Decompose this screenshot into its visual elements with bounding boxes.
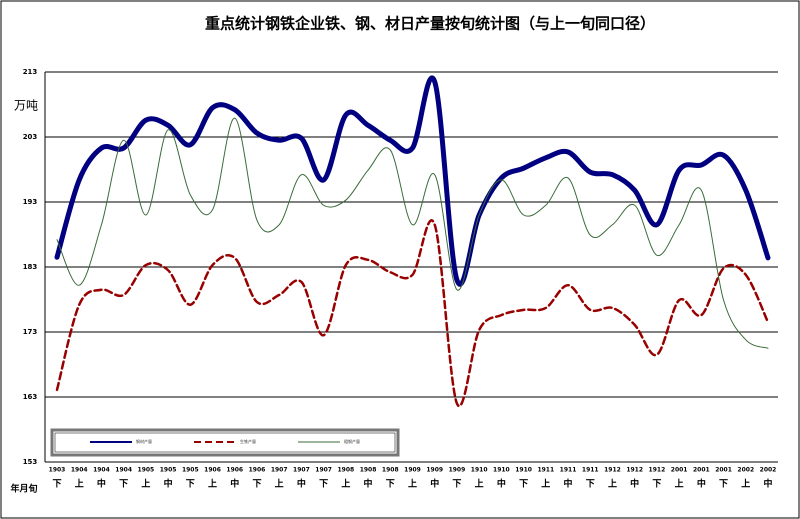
- x-tick-label: 1912: [626, 467, 643, 474]
- x-tick-label: 上: [275, 478, 284, 490]
- y-tick-label: 183: [23, 263, 38, 271]
- x-tick-label: 1909: [449, 467, 466, 474]
- x-tick-label: 1908: [337, 467, 354, 474]
- x-tick-label: 2002: [737, 467, 754, 474]
- x-tick-label: 上: [675, 478, 684, 490]
- x-tick-label: 1909: [426, 467, 443, 474]
- x-tick-label: 中: [164, 478, 173, 490]
- x-tick-label: 1912: [649, 467, 666, 474]
- x-tick-label: 中: [564, 478, 573, 490]
- x-tick-label: 1905: [182, 467, 199, 474]
- legend-label: 生铁产量: [240, 438, 256, 444]
- x-tick-label: 1910: [515, 467, 532, 474]
- x-tick-label: 1906: [249, 467, 266, 474]
- x-tick-label: 1911: [582, 467, 599, 474]
- x-tick-label: 上: [608, 478, 617, 490]
- series-line: [56, 117, 769, 349]
- x-tick-label: 1911: [560, 467, 577, 474]
- x-tick-label: 上: [475, 478, 484, 490]
- x-tick-label: 下: [252, 479, 261, 490]
- x-tick-label: 中: [763, 478, 772, 490]
- y-tick-label: 213: [23, 68, 38, 76]
- x-tick-label: 下: [586, 479, 595, 490]
- series-line: [55, 219, 770, 408]
- x-tick-label: 下: [186, 479, 195, 490]
- x-tick-label: 1905: [160, 467, 177, 474]
- x-tick-label: 2002: [760, 467, 777, 474]
- x-tick-label: 中: [430, 478, 439, 490]
- x-tick-label: 上: [408, 478, 417, 490]
- x-tick-label: 下: [452, 479, 461, 490]
- x-tick-label: 中: [97, 478, 106, 490]
- x-tick-label: 1906: [226, 467, 243, 474]
- x-tick-label: 1910: [471, 467, 488, 474]
- x-tick-label: 1904: [115, 467, 132, 474]
- x-tick-label: 下: [119, 479, 128, 490]
- x-tick-label: 1905: [138, 467, 155, 474]
- x-axis-label: 年月旬: [10, 483, 37, 495]
- x-tick-label: 1904: [93, 467, 110, 474]
- legend-label: 粗钢产量: [344, 438, 360, 444]
- x-tick-label: 1907: [293, 467, 310, 474]
- x-tick-label: 下: [652, 479, 661, 490]
- series-line: [54, 75, 771, 287]
- legend-label: 钢材产量: [136, 438, 152, 444]
- x-tick-label: 1908: [360, 467, 377, 474]
- x-tick-label: 1908: [382, 467, 399, 474]
- y-tick-label: 173: [23, 328, 38, 336]
- x-tick-label: 下: [386, 479, 395, 490]
- x-tick-label: 上: [741, 478, 750, 490]
- x-tick-label: 中: [297, 478, 306, 490]
- x-tick-label: 中: [497, 478, 506, 490]
- legend-inner: [54, 432, 396, 453]
- x-tick-label: 下: [519, 479, 528, 490]
- x-tick-label: 1907: [271, 467, 288, 474]
- x-tick-label: 中: [364, 478, 373, 490]
- chart-title: 重点统计钢铁企业铁、钢、材日产量按旬统计图（与上一旬同口径）: [205, 15, 655, 33]
- y-tick-label: 203: [23, 133, 38, 141]
- x-tick-label: 1906: [204, 467, 221, 474]
- x-tick-label: 1910: [493, 467, 510, 474]
- x-tick-label: 1911: [537, 467, 554, 474]
- x-tick-label: 1912: [604, 467, 621, 474]
- x-tick-label: 2001: [693, 467, 710, 474]
- x-tick-label: 中: [230, 478, 239, 490]
- x-tick-label: 下: [719, 479, 728, 490]
- y-tick-label: 163: [23, 393, 38, 401]
- y-axis-label: 万吨: [14, 99, 38, 113]
- x-tick-label: 下: [319, 479, 328, 490]
- x-tick-label: 上: [141, 478, 150, 490]
- x-tick-label: 2001: [671, 467, 688, 474]
- x-tick-label: 中: [630, 478, 639, 490]
- x-tick-label: 中: [697, 478, 706, 490]
- y-tick-label: 193: [23, 198, 38, 206]
- x-tick-label: 1909: [404, 467, 421, 474]
- x-tick-label: 1903: [49, 467, 66, 474]
- x-tick-label: 上: [541, 478, 550, 490]
- x-tick-label: 上: [341, 478, 350, 490]
- x-tick-label: 1904: [71, 467, 88, 474]
- x-tick-label: 下: [52, 479, 61, 490]
- x-tick-label: 上: [75, 478, 84, 490]
- x-tick-label: 上: [208, 478, 217, 490]
- y-tick-label: 153: [23, 458, 38, 466]
- x-tick-label: 2001: [715, 467, 732, 474]
- x-tick-label: 1907: [315, 467, 332, 474]
